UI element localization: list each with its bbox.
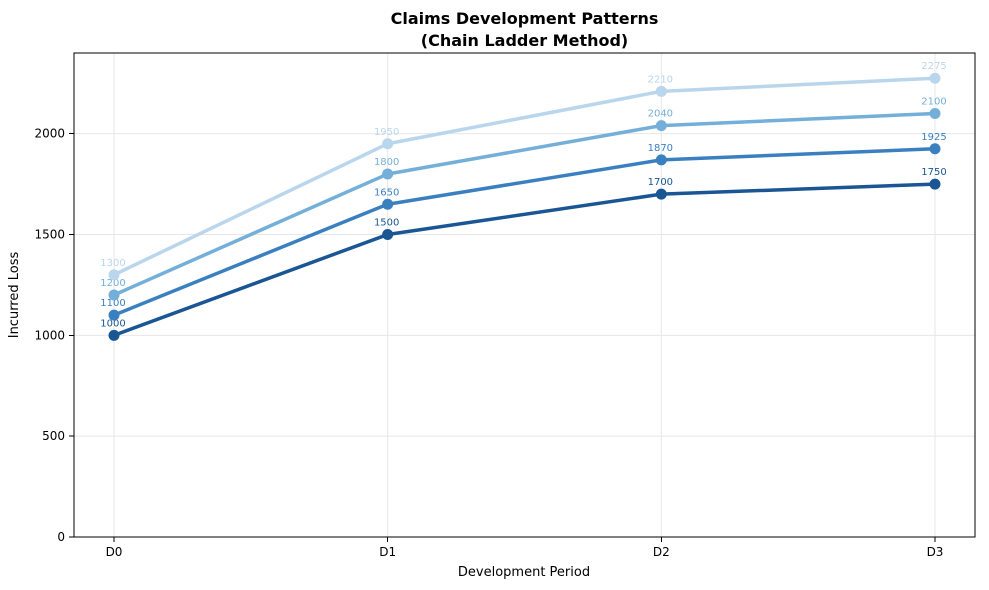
data-point-series-2 (382, 198, 394, 210)
plot-area: 0 500 1000 1500 2000 D0 D1 D2 D3 1000 1500 1700 1750… (34, 52, 976, 559)
data-point-series-3 (655, 120, 667, 132)
y-tick-label: 1000 (34, 328, 65, 342)
data-point-series-1 (929, 178, 941, 190)
y-axis-label: Incurred Loss (7, 252, 22, 339)
data-point-label-series-2: 1100 (100, 298, 125, 309)
data-point-series-1 (382, 229, 394, 240)
data-point-series-2 (108, 309, 120, 321)
data-point-series-2 (929, 143, 941, 155)
data-point-series-1 (655, 188, 667, 200)
data-point-label-series-4: 1300 (100, 258, 125, 269)
data-point-label-series-2: 1870 (648, 143, 673, 154)
data-point-label-series-2: 1650 (374, 187, 399, 198)
series-line-series-1 (112, 182, 937, 338)
data-point-label-series-4: 2210 (648, 74, 673, 85)
x-tick-label: D1 (379, 545, 396, 559)
data-point-series-3 (929, 108, 941, 119)
data-point-label-series-1: 1000 (100, 318, 125, 329)
data-point-label-series-1: 1700 (648, 177, 673, 188)
data-point-series-4 (382, 138, 394, 150)
data-point-series-4 (655, 85, 667, 97)
data-point-label-series-3: 1200 (100, 278, 125, 289)
data-point-series-3 (108, 289, 120, 301)
data-point-series-2 (655, 154, 667, 166)
data-point-series-3 (382, 168, 394, 180)
data-point-label-series-2: 1925 (921, 132, 946, 143)
data-point-series-4 (108, 269, 120, 281)
data-point-series-1 (108, 329, 120, 341)
data-point-label-series-4: 2275 (921, 61, 946, 72)
x-tick-label: D2 (653, 545, 670, 559)
x-tick-label: D0 (106, 545, 123, 559)
series-line-series-3 (112, 111, 937, 297)
series-line-series-2 (112, 147, 937, 317)
x-tick-label: D3 (927, 545, 944, 559)
y-tick-label: 1500 (34, 228, 65, 242)
y-tick-label: 0 (57, 530, 65, 544)
chart-title: Claims Development Patterns (Chain Ladde… (390, 9, 659, 50)
x-axis-label: Development Period (458, 565, 590, 580)
y-tick-label: 2000 (34, 127, 65, 141)
data-point-label-series-1: 1500 (374, 218, 399, 229)
series-line-series-4 (112, 76, 937, 277)
data-point-label-series-4: 1950 (374, 127, 399, 138)
data-point-series-4 (929, 72, 941, 84)
data-point-label-series-1: 1750 (921, 167, 946, 178)
y-tick-label: 500 (42, 429, 65, 443)
data-point-label-series-3: 2040 (648, 109, 673, 120)
plot-border (73, 52, 976, 538)
data-point-label-series-3: 2100 (921, 97, 946, 108)
data-point-label-series-3: 1800 (374, 157, 399, 168)
